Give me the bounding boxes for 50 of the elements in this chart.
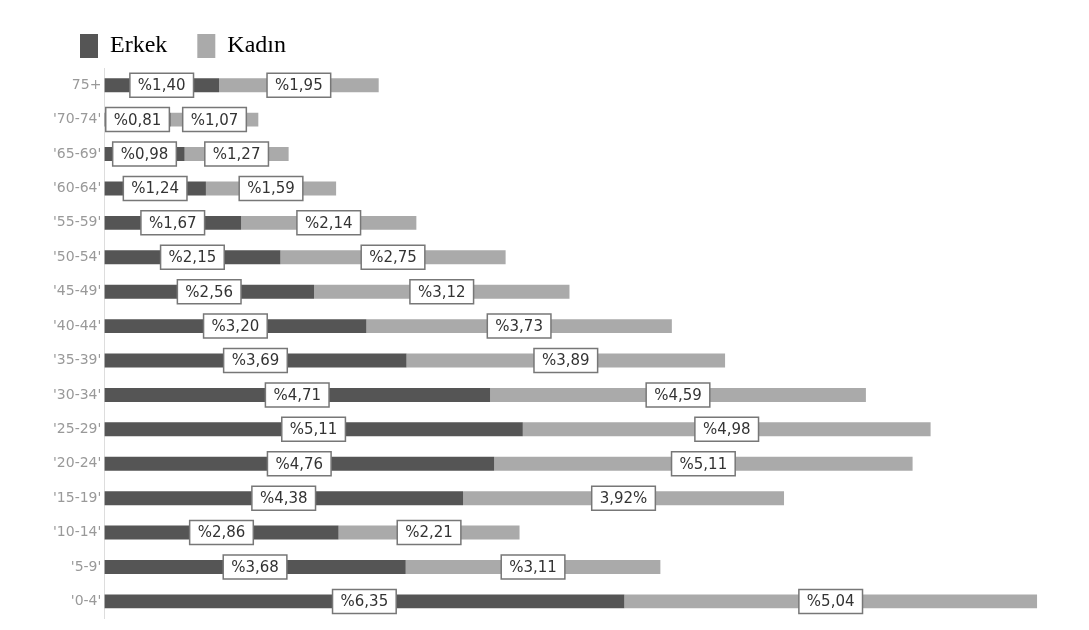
data-label: %3,68 [231, 557, 279, 576]
data-label: %3,11 [509, 557, 557, 576]
legend-label: Kadın [227, 31, 286, 58]
y-tick-label: 75+ [71, 75, 102, 92]
data-label: %0,98 [120, 144, 169, 163]
y-tick-label: '45-49' [52, 282, 102, 299]
y-tick-label: '55-59' [52, 213, 102, 230]
y-tick-label: '10-14' [52, 523, 102, 540]
y-tick-label: '5-9' [70, 557, 102, 574]
data-label: %3,69 [231, 351, 280, 370]
y-tick-label: '0-4' [70, 592, 102, 609]
legend-label: Erkek [110, 31, 168, 58]
y-tick-label: '70-74' [52, 110, 102, 127]
data-label: %3,20 [211, 316, 260, 335]
data-label: %5,11 [679, 454, 728, 473]
data-label: %2,15 [168, 248, 217, 267]
data-label: %5,11 [289, 420, 338, 439]
data-label: %3,89 [541, 351, 590, 370]
data-label: %1,40 [137, 76, 186, 95]
y-tick-label: '65-69' [52, 144, 102, 161]
data-label: %1,67 [148, 213, 197, 232]
y-tick-label: '25-29' [52, 419, 102, 436]
y-tick-label: '20-24' [52, 454, 102, 471]
data-label: %1,07 [190, 110, 239, 129]
data-label: %5,04 [806, 592, 855, 611]
data-label: %4,98 [702, 420, 751, 439]
y-tick-label: '50-54' [52, 247, 102, 264]
data-label: %0,81 [113, 110, 162, 129]
data-label: %2,56 [185, 282, 234, 301]
data-label: %4,76 [275, 454, 324, 473]
data-label: %6,35 [340, 592, 389, 611]
data-label: %2,86 [197, 523, 246, 542]
y-tick-label: '30-34' [52, 385, 102, 402]
data-label: %1,24 [131, 179, 179, 198]
data-label: %1,59 [247, 179, 295, 198]
y-tick-label: '35-39' [52, 351, 102, 368]
data-label: 3,92% [599, 489, 648, 508]
data-label: %2,75 [369, 248, 417, 267]
y-tick-label: '40-44' [52, 316, 102, 333]
data-label: %3,12 [417, 282, 466, 301]
data-label: %1,95 [275, 76, 323, 95]
data-label: %4,59 [654, 385, 702, 404]
data-label: %4,71 [273, 385, 322, 404]
data-label: %4,38 [259, 489, 308, 508]
data-label: %3,73 [495, 316, 543, 335]
data-label: %1,27 [212, 144, 261, 163]
data-label: %2,14 [304, 213, 353, 232]
data-label: %2,21 [405, 523, 453, 542]
y-tick-label: '15-19' [52, 488, 102, 505]
y-tick-label: '60-64' [52, 179, 102, 196]
